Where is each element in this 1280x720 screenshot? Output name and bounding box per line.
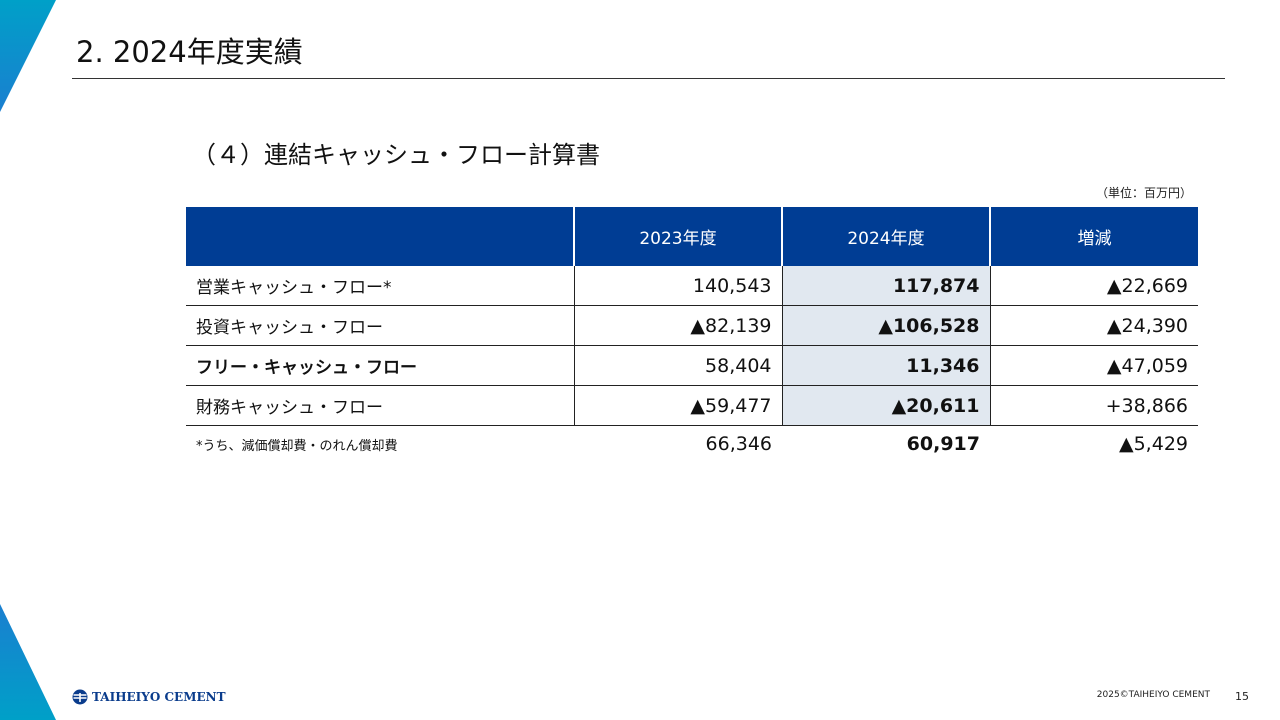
row-label: フリー・キャッシュ・フロー — [186, 345, 575, 386]
value-2023: 140,543 — [574, 266, 783, 306]
value-change: ▲47,059 — [990, 345, 1198, 386]
header-change: 増減 — [989, 207, 1198, 266]
row-label: 投資キャッシュ・フロー — [186, 305, 575, 346]
header-blank — [186, 207, 574, 266]
page-number: 15 — [1235, 690, 1249, 703]
section-subtitle: （４）連結キャッシュ・フロー計算書 — [192, 141, 600, 169]
table-row-depreciation-note: *うち、減価償却費・のれん償却費 66,346 60,917 ▲5,429 — [186, 426, 1198, 463]
table-row-operating-cf: 営業キャッシュ・フロー* 140,543 117,874 ▲22,669 — [186, 266, 1198, 306]
logo-text: TAIHEIYO CEMENT — [92, 690, 226, 704]
logo-mark-icon — [72, 689, 88, 705]
value-2023: ▲82,139 — [574, 305, 783, 346]
table-row-free-cf: フリー・キャッシュ・フロー 58,404 11,346 ▲47,059 — [186, 345, 1198, 386]
row-label: 営業キャッシュ・フロー* — [186, 266, 575, 306]
company-logo: TAIHEIYO CEMENT — [72, 689, 226, 705]
value-2024: 117,874 — [782, 266, 991, 306]
header-2024: 2024年度 — [781, 207, 990, 266]
value-2024: ▲20,611 — [782, 385, 991, 426]
row-label: *うち、減価償却費・のれん償却費 — [196, 438, 398, 454]
table-header-row: 2023年度 2024年度 増減 — [186, 207, 1198, 266]
value-change: ▲22,669 — [990, 266, 1198, 306]
value-2024: 11,346 — [782, 345, 991, 386]
corner-decoration-bottom — [0, 604, 56, 720]
unit-note: （単位：百万円） — [1095, 186, 1192, 200]
value-change: ▲5,429 — [1118, 433, 1188, 455]
value-2023: 58,404 — [574, 345, 783, 386]
cash-flow-table: 2023年度 2024年度 増減 営業キャッシュ・フロー* 140,543 11… — [186, 207, 1198, 462]
value-change: ▲24,390 — [990, 305, 1198, 346]
table-row-financing-cf: 財務キャッシュ・フロー ▲59,477 ▲20,611 +38,866 — [186, 385, 1198, 426]
title-divider — [72, 78, 1225, 79]
header-2023: 2023年度 — [573, 207, 782, 266]
slide-title: 2. 2024年度実績 — [76, 35, 303, 69]
corner-decoration-top — [0, 0, 56, 112]
value-2024: ▲106,528 — [782, 305, 991, 346]
value-2024: 60,917 — [906, 433, 980, 455]
value-change: +38,866 — [990, 385, 1198, 426]
value-2023: ▲59,477 — [574, 385, 783, 426]
value-2023: 66,346 — [705, 433, 772, 455]
copyright-text: 2025©TAIHEIYO CEMENT — [1096, 690, 1210, 700]
table-row-investing-cf: 投資キャッシュ・フロー ▲82,139 ▲106,528 ▲24,390 — [186, 305, 1198, 346]
row-label: 財務キャッシュ・フロー — [186, 385, 575, 426]
